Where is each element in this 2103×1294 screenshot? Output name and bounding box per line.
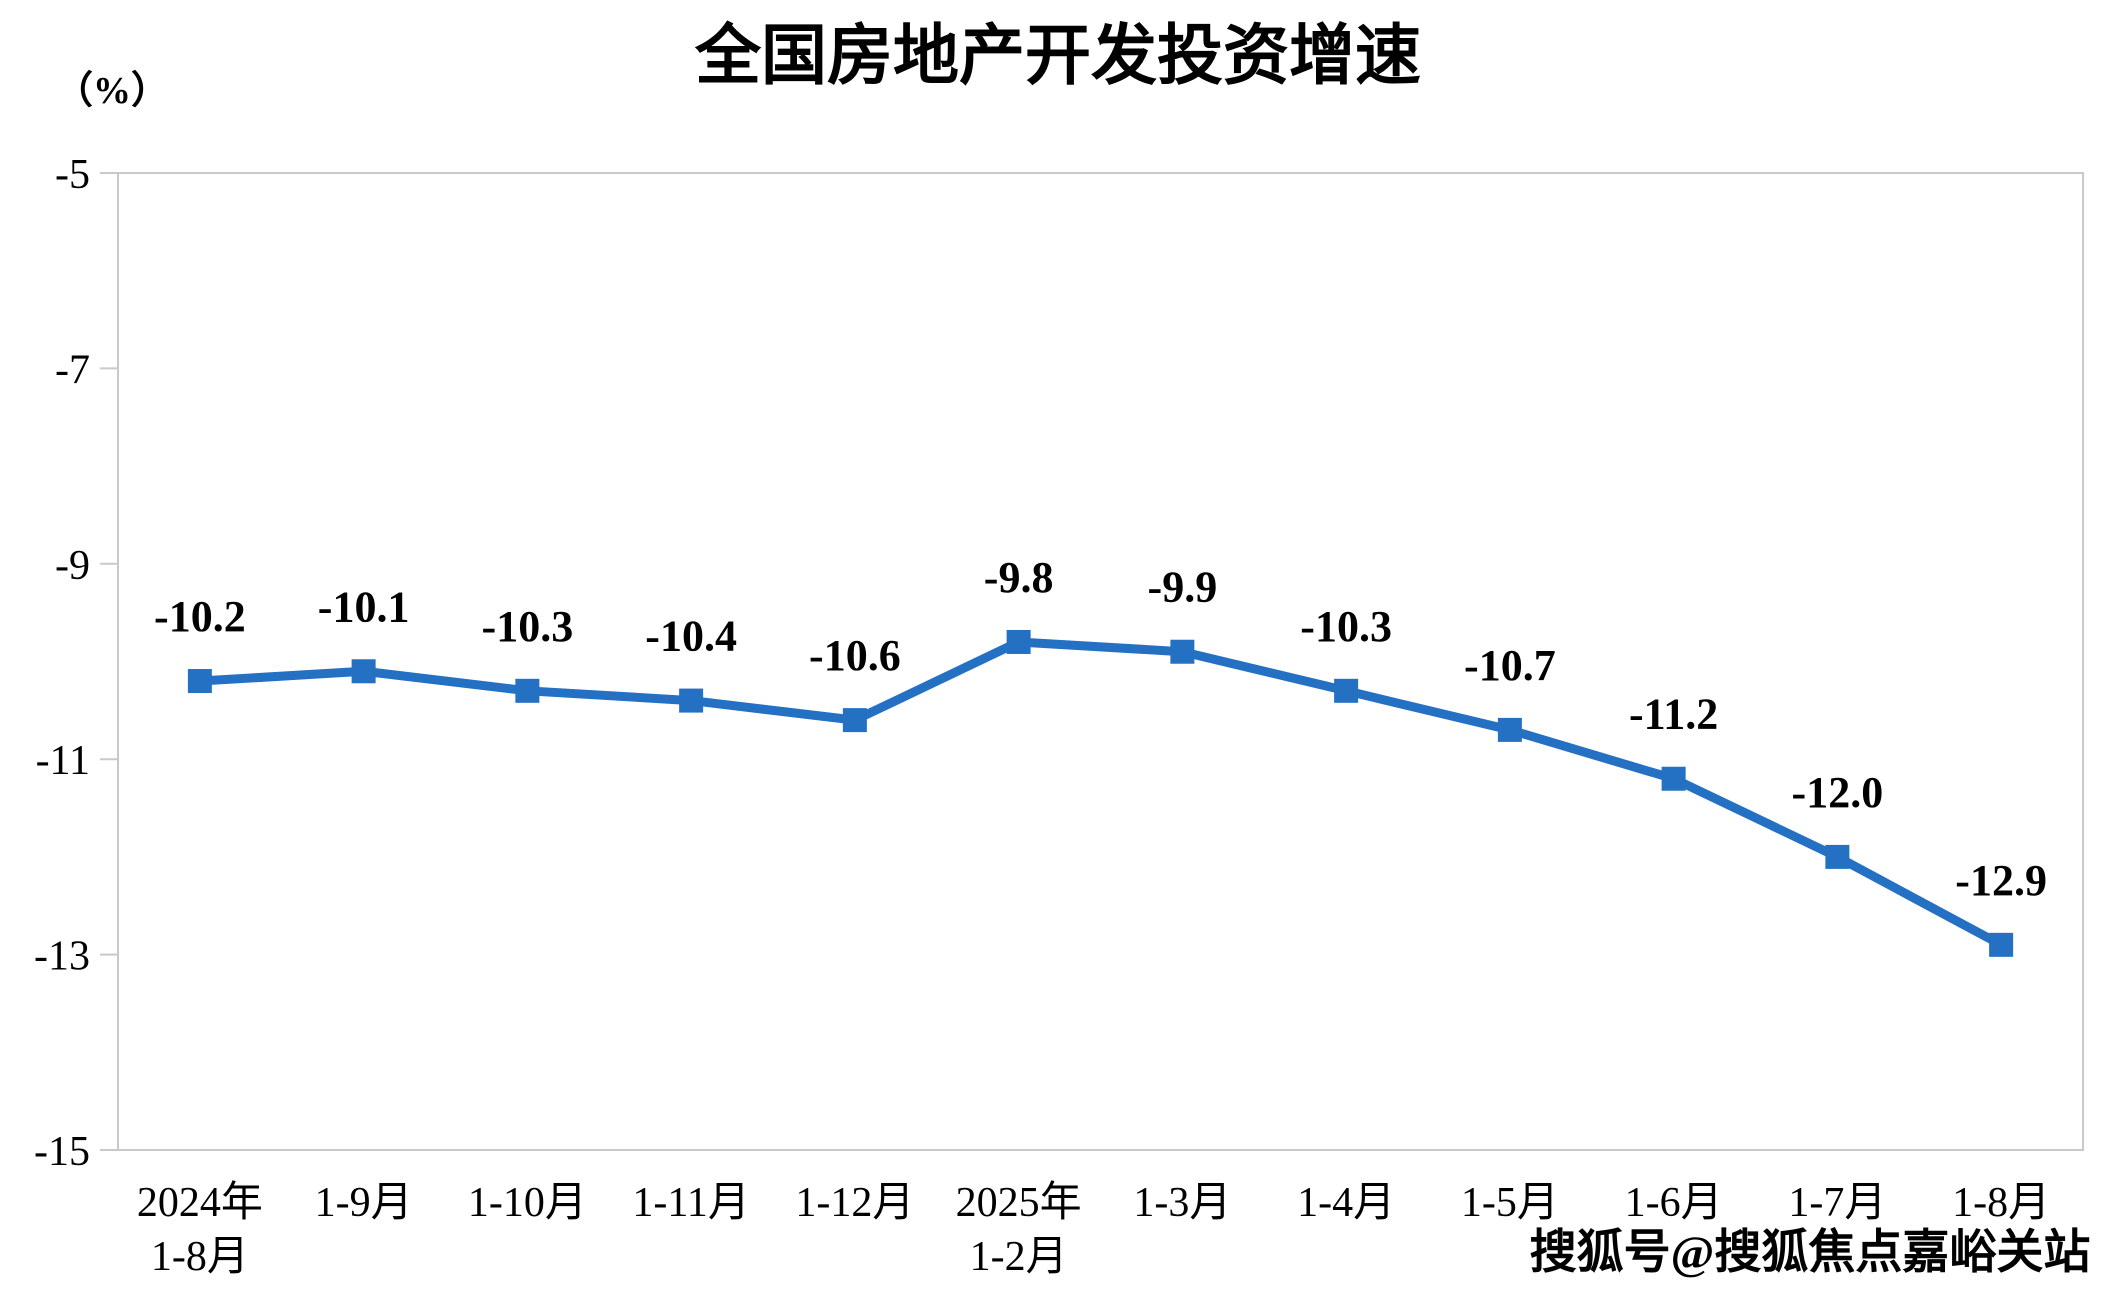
x-axis-category-label: 1-2月: [970, 1234, 1068, 1280]
data-point-marker: [187, 669, 212, 694]
data-point-label: -10.3: [482, 602, 574, 651]
data-point-marker: [1825, 844, 1850, 869]
y-axis-tick-label: -15: [34, 1129, 90, 1175]
data-point-label: -12.0: [1792, 768, 1884, 817]
y-axis-tick-label: -13: [34, 934, 90, 980]
data-point-marker: [351, 659, 376, 684]
x-axis-category-label: 1-7月: [1788, 1180, 1886, 1226]
x-axis-category-label: 1-8月: [151, 1234, 249, 1280]
x-axis-category-label: 1-6月: [1625, 1180, 1723, 1226]
y-axis-unit-label: （%）: [55, 70, 169, 112]
plot-layer: -5 -7 -9 -11 -13 -15 -10.2 -10.1 -10.3 -10.4 -10.6…: [34, 152, 2084, 1280]
x-axis-category-label: 1-11月: [632, 1180, 749, 1226]
data-point-marker: [515, 678, 540, 703]
data-point-marker: [1334, 678, 1359, 703]
data-point-marker: [1497, 717, 1522, 742]
x-axis-category-label: 1-8月: [1952, 1180, 2050, 1226]
chart-title: 全国房地产开发投资增速: [694, 18, 1421, 92]
data-point-label: -10.6: [809, 631, 901, 680]
y-axis-tick-label: -9: [55, 543, 90, 589]
data-point-marker: [679, 688, 704, 713]
data-point-label: -10.7: [1464, 641, 1556, 690]
data-point-label: -9.8: [984, 553, 1054, 602]
data-point-marker: [842, 708, 867, 733]
plot-area-border: [117, 172, 2084, 1151]
x-axis-category-label: 1-12月: [795, 1180, 914, 1226]
data-point-label: -10.2: [154, 592, 246, 641]
data-point-marker: [1989, 932, 2014, 957]
y-axis-tick-label: -11: [36, 738, 90, 784]
data-point-marker: [1170, 639, 1195, 664]
x-axis-category-label: 1-10月: [468, 1180, 587, 1226]
x-axis-category-label: 2025年: [956, 1179, 1082, 1226]
x-axis-category-label: 1-4月: [1297, 1180, 1395, 1226]
data-point-label: -10.3: [1300, 602, 1392, 651]
data-point-label: -12.9: [1955, 856, 2047, 905]
data-point-label: -10.1: [318, 582, 410, 631]
y-axis-tick-label: -7: [55, 347, 90, 393]
x-axis-category-label: 1-5月: [1461, 1180, 1559, 1226]
data-point-label: -9.9: [1148, 563, 1218, 612]
data-point-marker: [1006, 629, 1031, 654]
y-axis-tick-label: -5: [55, 152, 90, 198]
data-point-marker: [1661, 766, 1686, 791]
series-line: [199, 637, 2004, 949]
watermark-text: 搜狐号@搜狐焦点嘉峪关站: [1530, 1227, 2091, 1279]
x-axis-category-label: 2024年: [137, 1179, 263, 1226]
data-point-label: -11.2: [1629, 690, 1718, 739]
x-axis-category-label: 1-3月: [1133, 1180, 1231, 1226]
x-axis-category-label: 1-9月: [315, 1180, 413, 1226]
data-point-label: -10.4: [645, 612, 737, 661]
